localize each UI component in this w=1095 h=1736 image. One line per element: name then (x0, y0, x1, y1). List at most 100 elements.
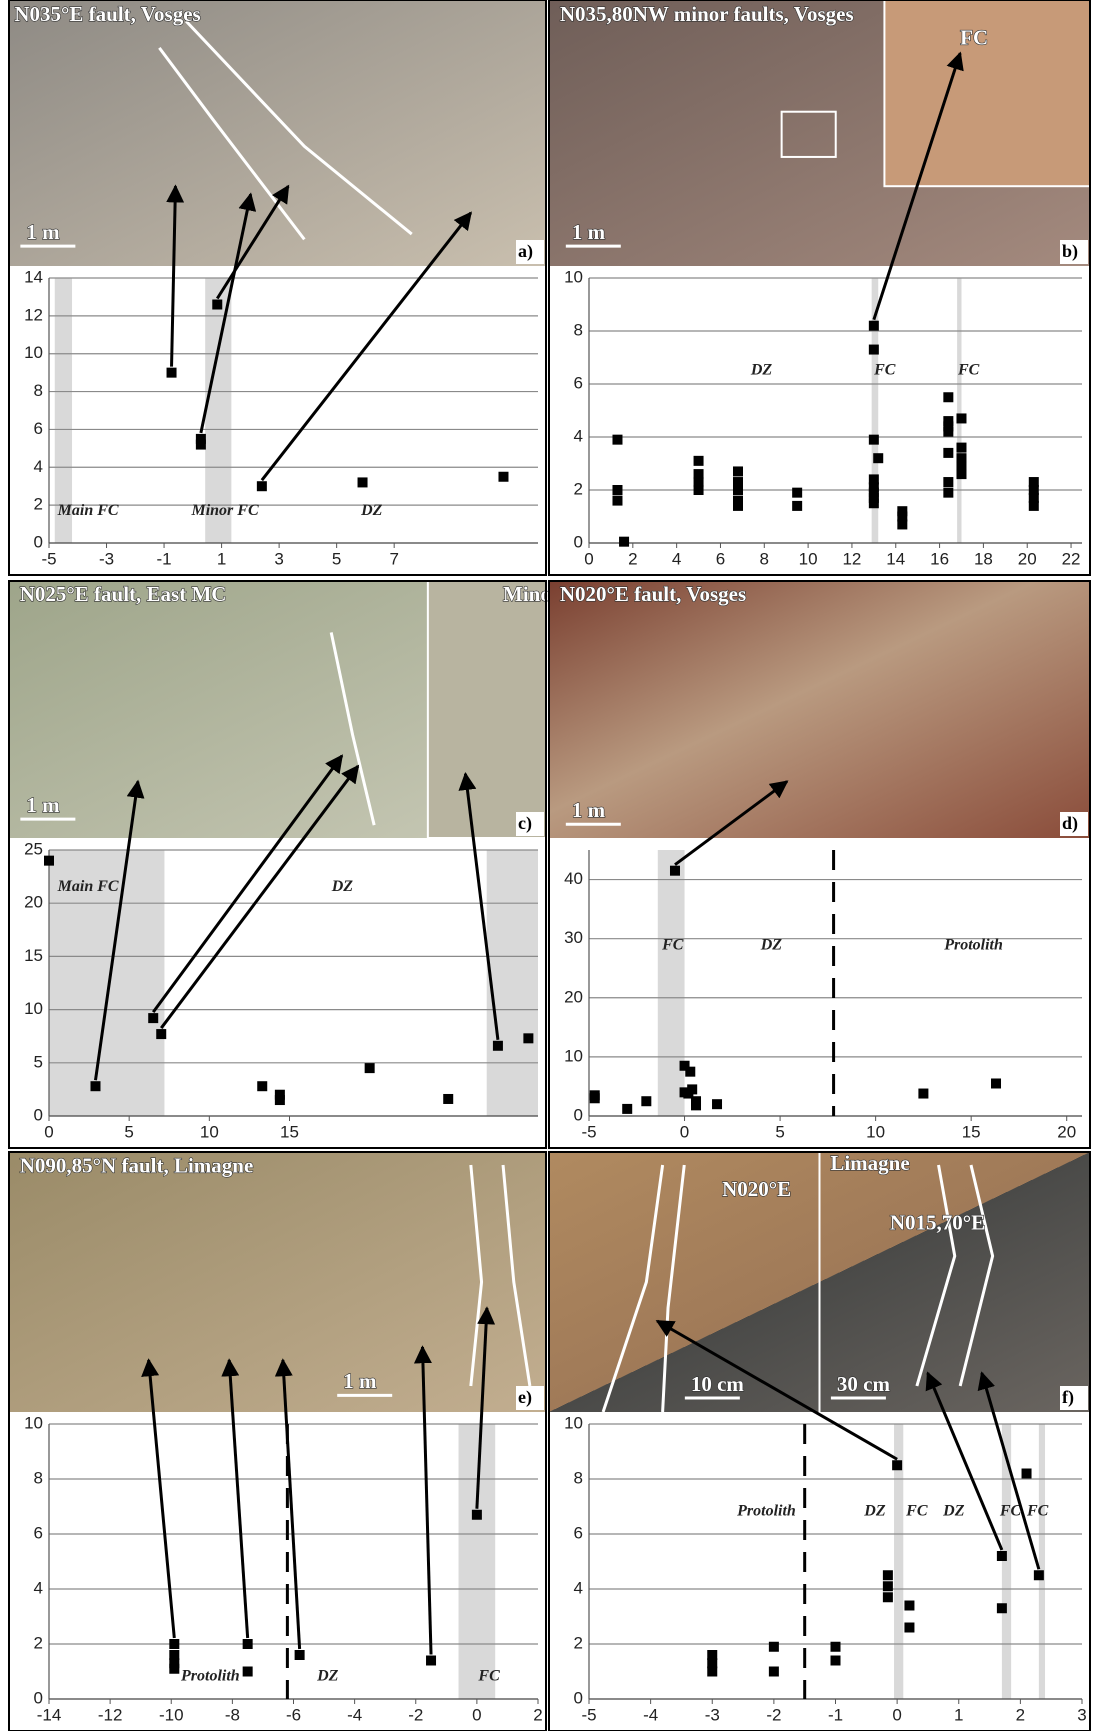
arrow (166, 184, 185, 367)
data-point (732, 485, 743, 495)
y-tick-label: 25 (24, 839, 43, 858)
y-tick-label: 14 (24, 267, 43, 286)
photo (9, 0, 546, 266)
data-point (882, 1581, 893, 1592)
fault-trace (915, 1164, 957, 1387)
data-point (882, 1592, 893, 1603)
data-point (868, 498, 879, 509)
zone-label: FC (957, 361, 980, 378)
data-point (732, 500, 743, 511)
x-tick-label: 22 (1062, 549, 1081, 568)
x-tick-label: 0 (472, 1705, 481, 1724)
y-tick-label: 0 (34, 1688, 43, 1707)
data-point (242, 1639, 253, 1649)
data-point (868, 482, 879, 493)
data-point (1028, 500, 1039, 511)
arrow (152, 754, 344, 1014)
data-point (873, 453, 884, 464)
panel-border (8, 0, 547, 576)
y-tick-label: 0 (574, 1105, 583, 1124)
photo-title: N025°E fault, East MC (20, 582, 227, 606)
y-tick-label: 12 (24, 305, 43, 324)
zone-band (871, 278, 879, 543)
zone-label: FC (661, 936, 684, 953)
data-point (956, 469, 967, 480)
x-tick-label: 0 (892, 1705, 901, 1724)
data-point (868, 487, 879, 498)
data-point (707, 1666, 718, 1677)
arrow (274, 1358, 302, 1650)
data-point (1028, 485, 1039, 495)
x-tick-label: 2 (533, 1705, 542, 1724)
data-point (498, 471, 509, 482)
x-tick-label: 7 (389, 549, 398, 568)
panel-letter: d) (1062, 813, 1078, 834)
data-point (169, 1663, 180, 1674)
data-point (892, 1460, 903, 1471)
zone-band (486, 850, 538, 1116)
data-point (956, 442, 967, 453)
arrow (655, 1319, 898, 1461)
x-tick-label: 18 (974, 549, 993, 568)
x-tick-label: -8 (225, 1705, 240, 1724)
zone-band (657, 850, 685, 1116)
y-tick-label: 2 (574, 479, 583, 498)
arrow (475, 1306, 496, 1509)
data-point (943, 487, 954, 498)
inset-photo (426, 580, 547, 839)
data-point (792, 500, 803, 511)
y-tick-label: 0 (34, 1105, 43, 1124)
y-tick-label: 20 (24, 893, 43, 912)
y-tick-label: 40 (564, 869, 583, 888)
x-tick-label: 0 (584, 549, 593, 568)
fault-trace (185, 20, 413, 236)
data-point (294, 1650, 305, 1660)
zone-label: Main FC (57, 878, 119, 895)
arrow (872, 51, 964, 321)
data-point (195, 433, 206, 444)
data-point (641, 1096, 652, 1107)
y-tick-label: 0 (34, 532, 43, 551)
scale-label: 30 cm (837, 1372, 891, 1396)
data-point (492, 1040, 503, 1051)
x-tick-label: 4 (672, 549, 681, 568)
data-point (868, 320, 879, 331)
x-tick-label: 3 (1077, 1705, 1086, 1724)
data-point (732, 466, 743, 477)
photo-label: N020°E (722, 1177, 791, 1201)
x-tick-label: 16 (930, 549, 949, 568)
scale-label: 1 m (26, 220, 60, 244)
panel-letter-bg (516, 1386, 544, 1410)
data-point (943, 421, 954, 432)
zone-label: Protolith (180, 1668, 240, 1685)
zone-label: DZ (316, 1668, 339, 1685)
zone-band (1038, 1424, 1046, 1699)
data-point (685, 1066, 696, 1077)
x-tick-label: 20 (1057, 1122, 1076, 1141)
data-point (904, 1622, 915, 1633)
zone-label: Main FC (57, 502, 119, 519)
panel-letter-bg (1060, 240, 1088, 264)
data-point (707, 1650, 718, 1660)
photo-title: N035,80NW minor faults, Vosges (560, 2, 854, 26)
data-point (830, 1641, 841, 1652)
panel-letter: c) (518, 813, 532, 834)
panel-letter: f) (1062, 1387, 1074, 1408)
x-tick-label: 5 (332, 549, 341, 568)
y-tick-label: 10 (24, 999, 43, 1018)
y-tick-label: 6 (34, 419, 43, 438)
data-point (996, 1603, 1007, 1614)
data-point (589, 1093, 600, 1104)
photo (549, 581, 1090, 838)
fault-trace (501, 1164, 532, 1387)
y-tick-label: 15 (24, 946, 43, 965)
x-tick-label: 8 (760, 549, 769, 568)
data-point (693, 469, 704, 480)
arrow (925, 1371, 1004, 1551)
y-tick-label: 6 (34, 1523, 43, 1542)
data-point (1021, 1468, 1032, 1479)
data-point (904, 1600, 915, 1611)
data-point (169, 1650, 180, 1660)
data-point (242, 1666, 253, 1677)
photo-title: Limagne (830, 1151, 909, 1175)
